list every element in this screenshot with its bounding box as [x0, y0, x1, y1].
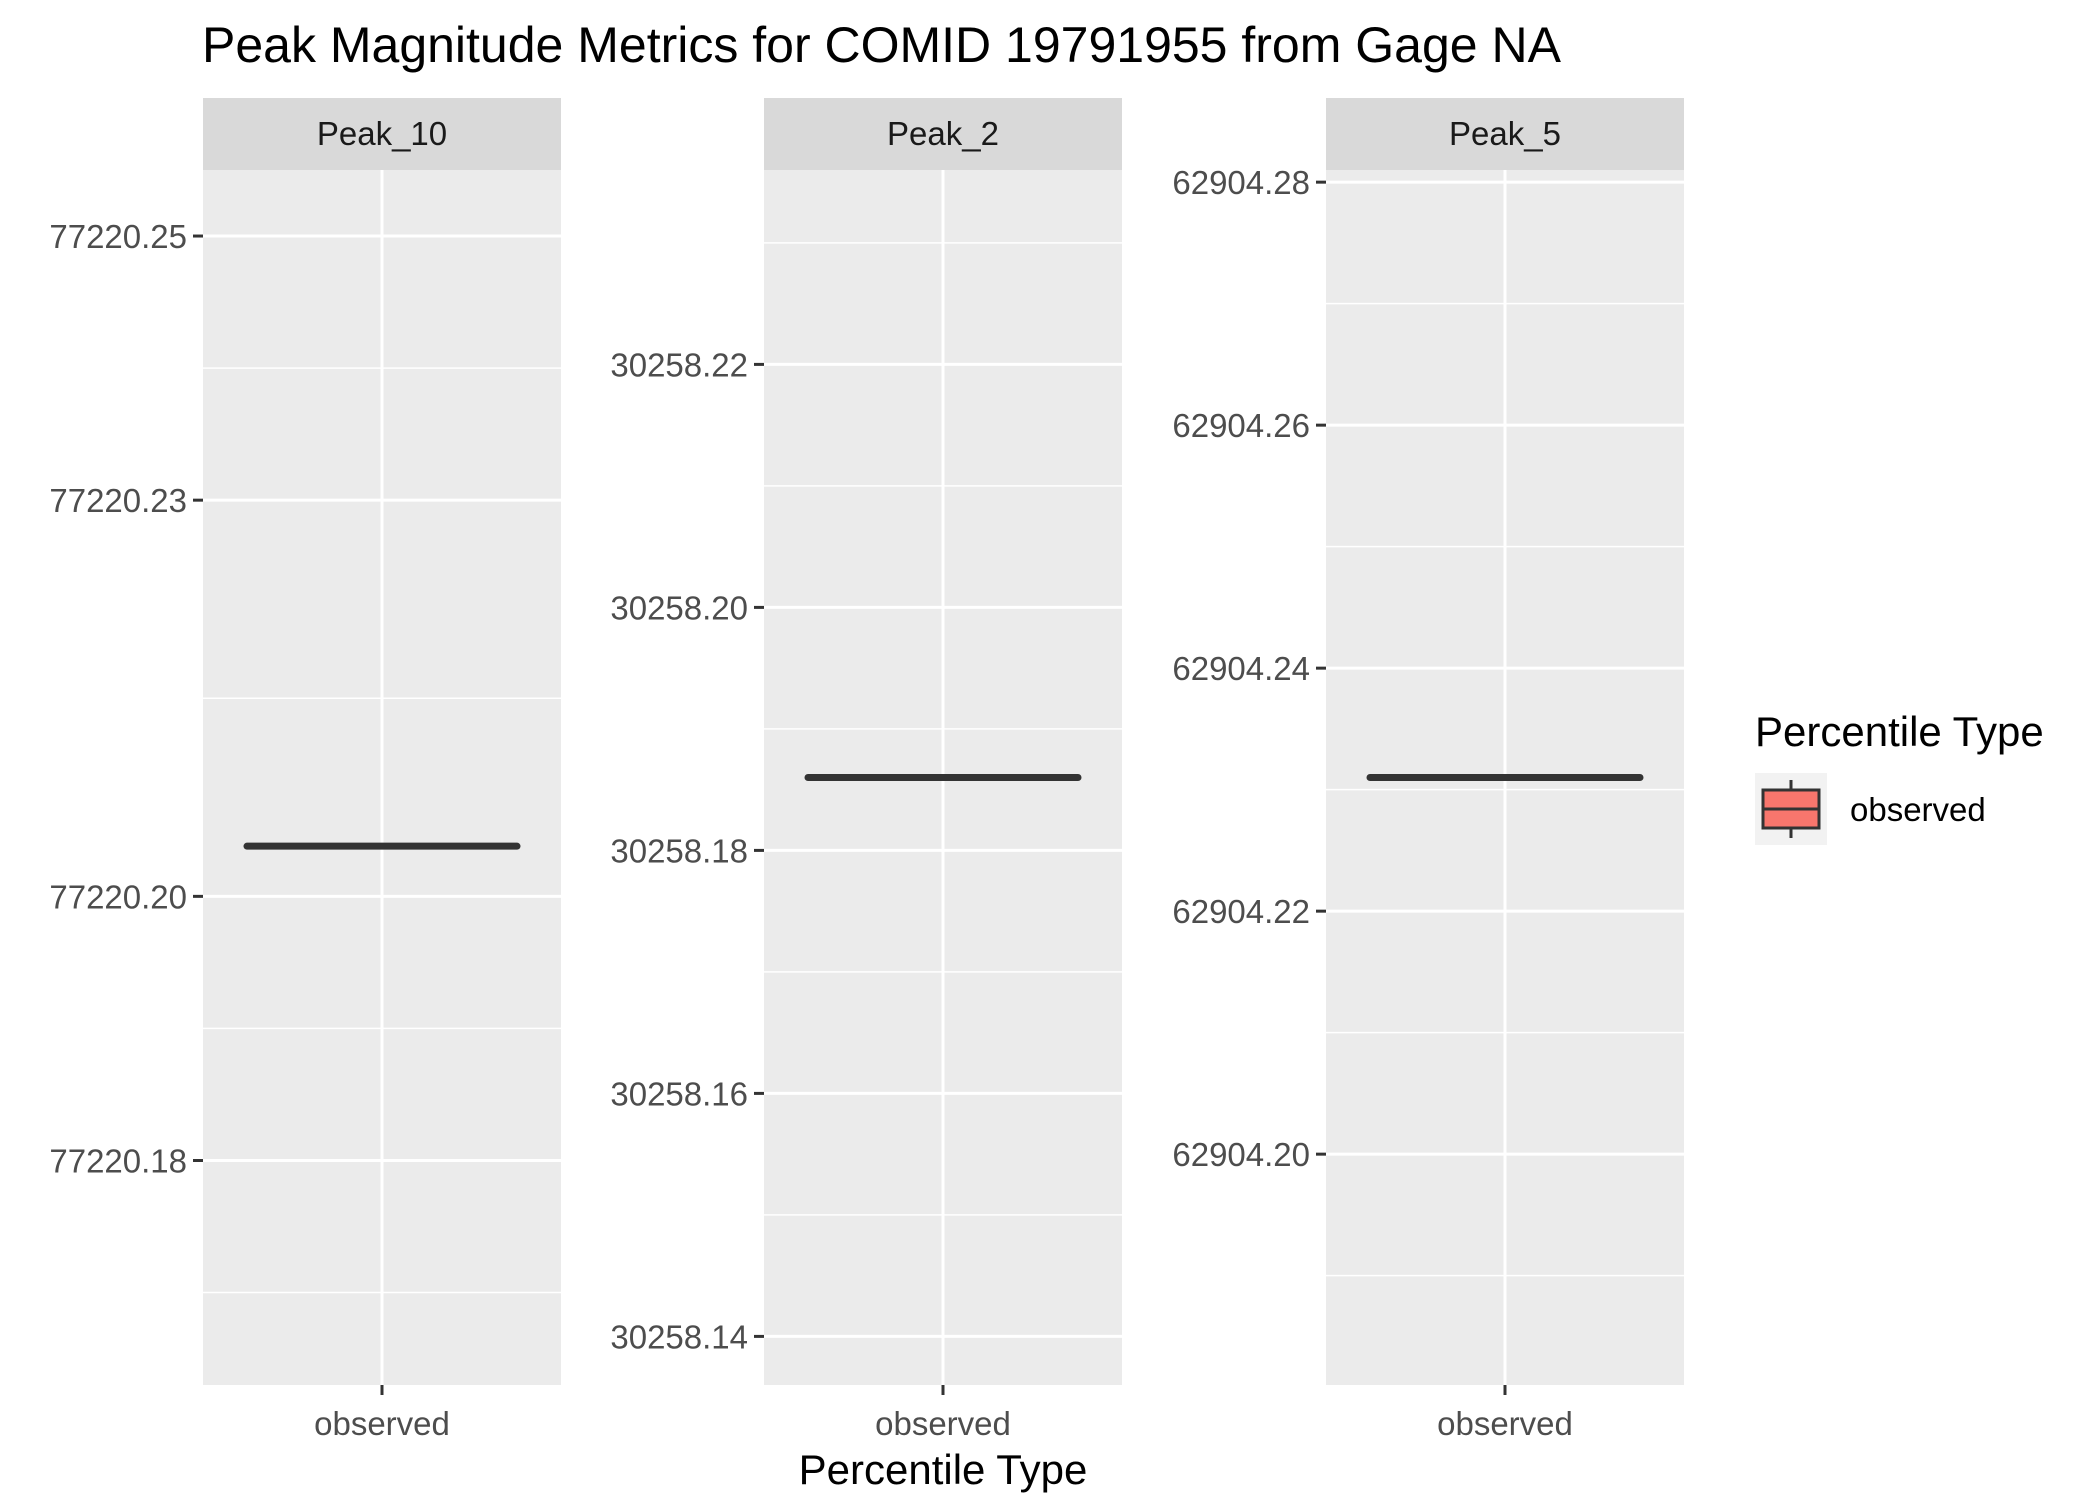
x-axis-title: Percentile Type — [799, 1446, 1088, 1493]
facet-strip-label: Peak_5 — [1449, 115, 1561, 152]
y-tick-label: 30258.20 — [610, 589, 748, 626]
y-tick-label: 77220.25 — [49, 218, 187, 255]
y-tick-label: 62904.22 — [1172, 893, 1310, 930]
y-tick-label: 30258.16 — [610, 1075, 748, 1112]
facet-strip — [764, 98, 1122, 170]
legend-label-observed: observed — [1850, 791, 1986, 828]
y-tick-label: 30258.22 — [610, 346, 748, 383]
facet-peak-5: Peak_5 62904.20 62904.22 62904.24 62904.26 62… — [1172, 98, 1684, 1442]
chart-title: Peak Magnitude Metrics for COMID 1979195… — [202, 17, 1562, 73]
x-tick-label: observed — [875, 1405, 1011, 1442]
y-tick-label: 30258.14 — [610, 1318, 748, 1355]
y-tick-label: 62904.24 — [1172, 650, 1310, 687]
facet-peak-2: Peak_2 30258.14 30258.16 30258.18 30258.20 30… — [610, 98, 1122, 1442]
facet-peak-10: Peak_10 77220.18 77220.20 77220.23 77220.25 o… — [49, 98, 561, 1442]
facet-strip — [1326, 98, 1684, 170]
legend: Percentile Type observed — [1755, 708, 2044, 845]
y-tick-label: 77220.23 — [49, 482, 187, 519]
y-tick-label: 30258.18 — [610, 832, 748, 869]
y-tick-label: 77220.20 — [49, 878, 187, 915]
facet-strip — [203, 98, 561, 170]
legend-title: Percentile Type — [1755, 708, 2044, 755]
y-tick-label: 62904.26 — [1172, 407, 1310, 444]
facets: Peak_10 77220.18 77220.20 77220.23 77220.25 o… — [49, 98, 1684, 1442]
y-tick-label: 62904.20 — [1172, 1136, 1310, 1173]
facet-strip-label: Peak_10 — [317, 115, 447, 152]
x-tick-label: observed — [1437, 1405, 1573, 1442]
x-tick-label: observed — [314, 1405, 450, 1442]
facet-strip-label: Peak_2 — [887, 115, 999, 152]
y-tick-label: 77220.18 — [49, 1142, 187, 1179]
y-tick-label: 62904.28 — [1172, 164, 1310, 201]
